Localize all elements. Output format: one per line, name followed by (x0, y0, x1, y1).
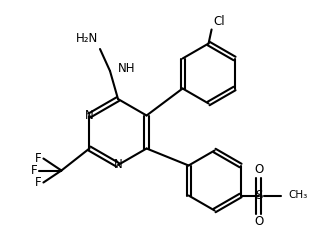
Text: NH: NH (118, 62, 136, 76)
Text: F: F (35, 176, 42, 189)
Text: Cl: Cl (213, 15, 225, 28)
Text: N: N (114, 159, 122, 172)
Text: O: O (254, 163, 263, 176)
Text: F: F (31, 164, 37, 177)
Text: N: N (85, 109, 94, 122)
Text: CH₃: CH₃ (289, 191, 308, 201)
Text: O: O (254, 215, 263, 228)
Text: S: S (255, 189, 262, 202)
Text: H₂N: H₂N (76, 32, 98, 45)
Text: F: F (35, 152, 42, 165)
